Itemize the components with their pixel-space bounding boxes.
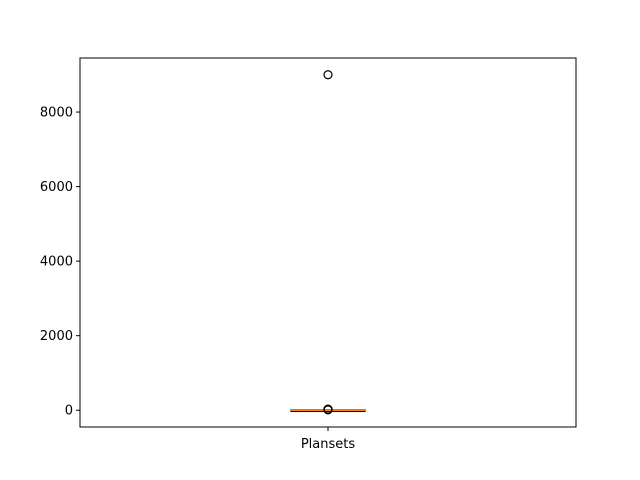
outliers-layer (323, 70, 333, 415)
x-tick-label: Plansets (301, 437, 356, 452)
y-tick-label: 8000 (40, 106, 73, 121)
x-axis: Plansets (301, 427, 356, 452)
y-tick-label: 6000 (40, 180, 73, 195)
y-tick-label: 4000 (40, 255, 73, 270)
y-tick-label: 2000 (40, 329, 73, 344)
boxes-layer (290, 409, 366, 413)
y-tick-label: 0 (65, 404, 73, 419)
outlier-point (323, 404, 333, 414)
y-axis: 0 2000 4000 6000 8000 (40, 106, 80, 419)
outlier-point (323, 70, 333, 80)
plot-frame (79, 57, 577, 428)
